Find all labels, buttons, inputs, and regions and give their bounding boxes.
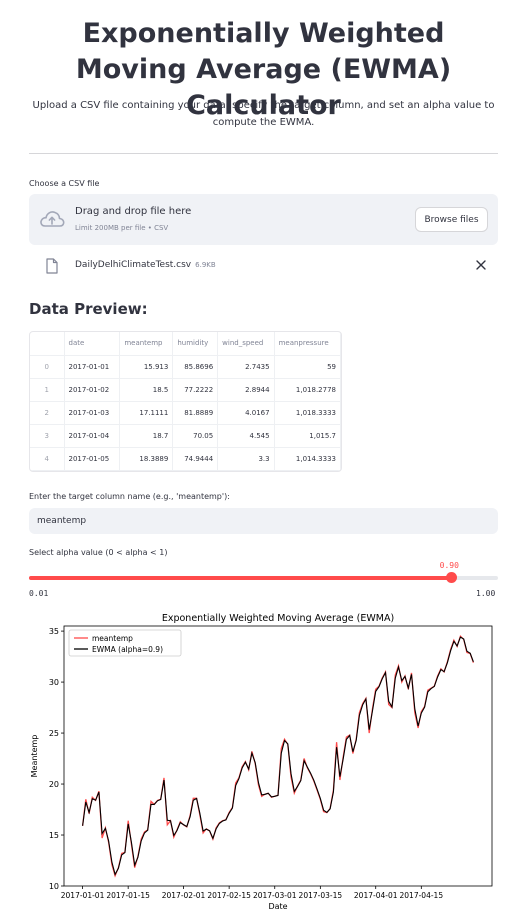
row-index: 3: [30, 424, 65, 448]
table-cell: 1,015.7: [274, 424, 341, 448]
table-cell: 1,014.3333: [274, 447, 341, 471]
table-cell: 70.05: [172, 424, 219, 448]
legend-box: [68, 629, 182, 657]
table-cell: 18.5: [119, 378, 174, 402]
table-cell: 2017-01-04: [64, 424, 121, 448]
page-subtitle: Upload a CSV file containing your data, …: [32, 100, 495, 128]
y-axis-label: Meantemp: [30, 735, 39, 778]
alpha-slider-max: 1.00: [476, 589, 496, 598]
y-tick-label: 30: [49, 678, 59, 687]
table-cell: 4.545: [217, 424, 275, 448]
data-preview-heading: Data Preview:: [29, 300, 148, 318]
column-header[interactable]: meantemp: [119, 332, 174, 356]
table-row: 2 2017-01-03 17.1111 81.8889 4.0167 1,01…: [30, 401, 341, 425]
cloud-upload-icon: [40, 211, 65, 227]
table-row: 1 2017-01-02 18.5 77.2222 2.8944 1,018.2…: [30, 378, 341, 402]
x-axis-label: Date: [268, 902, 287, 911]
table-cell: 74.9444: [172, 447, 219, 471]
legend-label: meantemp: [92, 634, 133, 643]
table-header-row: date meantemp humidity wind_speed meanpr…: [30, 332, 341, 356]
x-tick-label: 2017-02-15: [207, 891, 251, 900]
alpha-slider-value: 0.90: [439, 561, 459, 570]
target-column-input[interactable]: [29, 508, 498, 534]
page-title: Exponentially Weighted Moving Average (E…: [75, 18, 452, 121]
row-index: 4: [30, 447, 65, 471]
data-preview-table[interactable]: date meantemp humidity wind_speed meanpr…: [29, 331, 342, 472]
legend-label: EWMA (alpha=0.9): [92, 645, 163, 654]
close-icon[interactable]: [475, 259, 487, 271]
table-cell: 3.3: [217, 447, 275, 471]
table-row: 4 2017-01-05 18.3889 74.9444 3.3 1,014.3…: [30, 447, 341, 471]
table-cell: 15.913: [119, 355, 174, 379]
table-cell: 17.1111: [119, 401, 174, 425]
ewma-chart: Exponentially Weighted Moving Average (E…: [30, 613, 493, 911]
plot-area: [63, 625, 493, 887]
divider: [29, 153, 498, 154]
table-cell: 59: [274, 355, 341, 379]
file-icon: [46, 258, 58, 274]
table-row: 0 2017-01-01 15.913 85.8696 2.7435 59: [30, 355, 341, 379]
y-tick-label: 15: [49, 831, 59, 840]
column-header[interactable]: humidity: [172, 332, 219, 356]
table-cell: 2.8944: [217, 378, 275, 402]
file-dropzone[interactable]: Drag and drop file here Limit 200MB per …: [29, 194, 498, 245]
column-header[interactable]: wind_speed: [217, 332, 275, 356]
column-header[interactable]: date: [64, 332, 121, 356]
uploaded-file: DailyDelhiClimateTest.csv 6.9KB: [29, 255, 498, 279]
x-tick-label: 2017-01-01: [61, 891, 105, 900]
table-cell: 85.8696: [172, 355, 219, 379]
browse-files-button[interactable]: Browse files: [415, 207, 488, 232]
column-header[interactable]: meanpressure: [274, 332, 341, 356]
table-cell: 2017-01-03: [64, 401, 121, 425]
alpha-slider-track[interactable]: [29, 572, 498, 583]
alpha-slider-label: Select alpha value (0 < alpha < 1): [29, 548, 168, 557]
x-tick-label: 2017-02-01: [162, 891, 206, 900]
target-column-label: Enter the target column name (e.g., 'mea…: [29, 492, 230, 501]
table-cell: 77.2222: [172, 378, 219, 402]
file-uploader-label: Choose a CSV file: [29, 179, 100, 188]
alpha-slider-min: 0.01: [29, 589, 49, 598]
table-cell: 81.8889: [172, 401, 219, 425]
chart-title: Exponentially Weighted Moving Average (E…: [162, 613, 394, 624]
table-cell: 1,018.3333: [274, 401, 341, 425]
x-tick-label: 2017-01-15: [106, 891, 150, 900]
dropzone-text: Drag and drop file here: [75, 206, 192, 217]
dropzone-limit-text: Limit 200MB per file • CSV: [75, 224, 169, 232]
chart-legend: meantemp EWMA (alpha=0.9): [68, 629, 182, 657]
column-header[interactable]: [30, 332, 65, 356]
table-cell: 2017-01-02: [64, 378, 121, 402]
alpha-slider-thumb[interactable]: [445, 572, 457, 583]
file-name: DailyDelhiClimateTest.csv 6.9KB: [75, 260, 216, 270]
x-tick-label: 2017-04-15: [400, 891, 444, 900]
y-tick-label: 25: [49, 729, 59, 738]
row-index: 0: [30, 355, 65, 379]
table-cell: 4.0167: [217, 401, 275, 425]
x-tick-label: 2017-03-15: [299, 891, 343, 900]
table-cell: 1,018.2778: [274, 378, 341, 402]
y-tick-label: 35: [49, 627, 59, 636]
row-index: 2: [30, 401, 65, 425]
file-size: 6.9KB: [195, 261, 216, 269]
table-cell: 2.7435: [217, 355, 275, 379]
table-cell: 18.7: [119, 424, 174, 448]
series-line-ewma: [82, 636, 474, 876]
table-cell: 2017-01-05: [64, 447, 121, 471]
table-cell: 18.3889: [119, 447, 174, 471]
row-index: 1: [30, 378, 65, 402]
x-tick-label: 2017-03-01: [253, 891, 297, 900]
table-row: 3 2017-01-04 18.7 70.05 4.545 1,015.7: [30, 424, 341, 448]
y-tick-label: 20: [49, 780, 59, 789]
alpha-slider-fill: [29, 576, 451, 580]
table-cell: 2017-01-01: [64, 355, 121, 379]
y-tick-label: 10: [49, 882, 59, 891]
x-tick-label: 2017-04-01: [354, 891, 398, 900]
file-name-text: DailyDelhiClimateTest.csv: [75, 260, 192, 270]
